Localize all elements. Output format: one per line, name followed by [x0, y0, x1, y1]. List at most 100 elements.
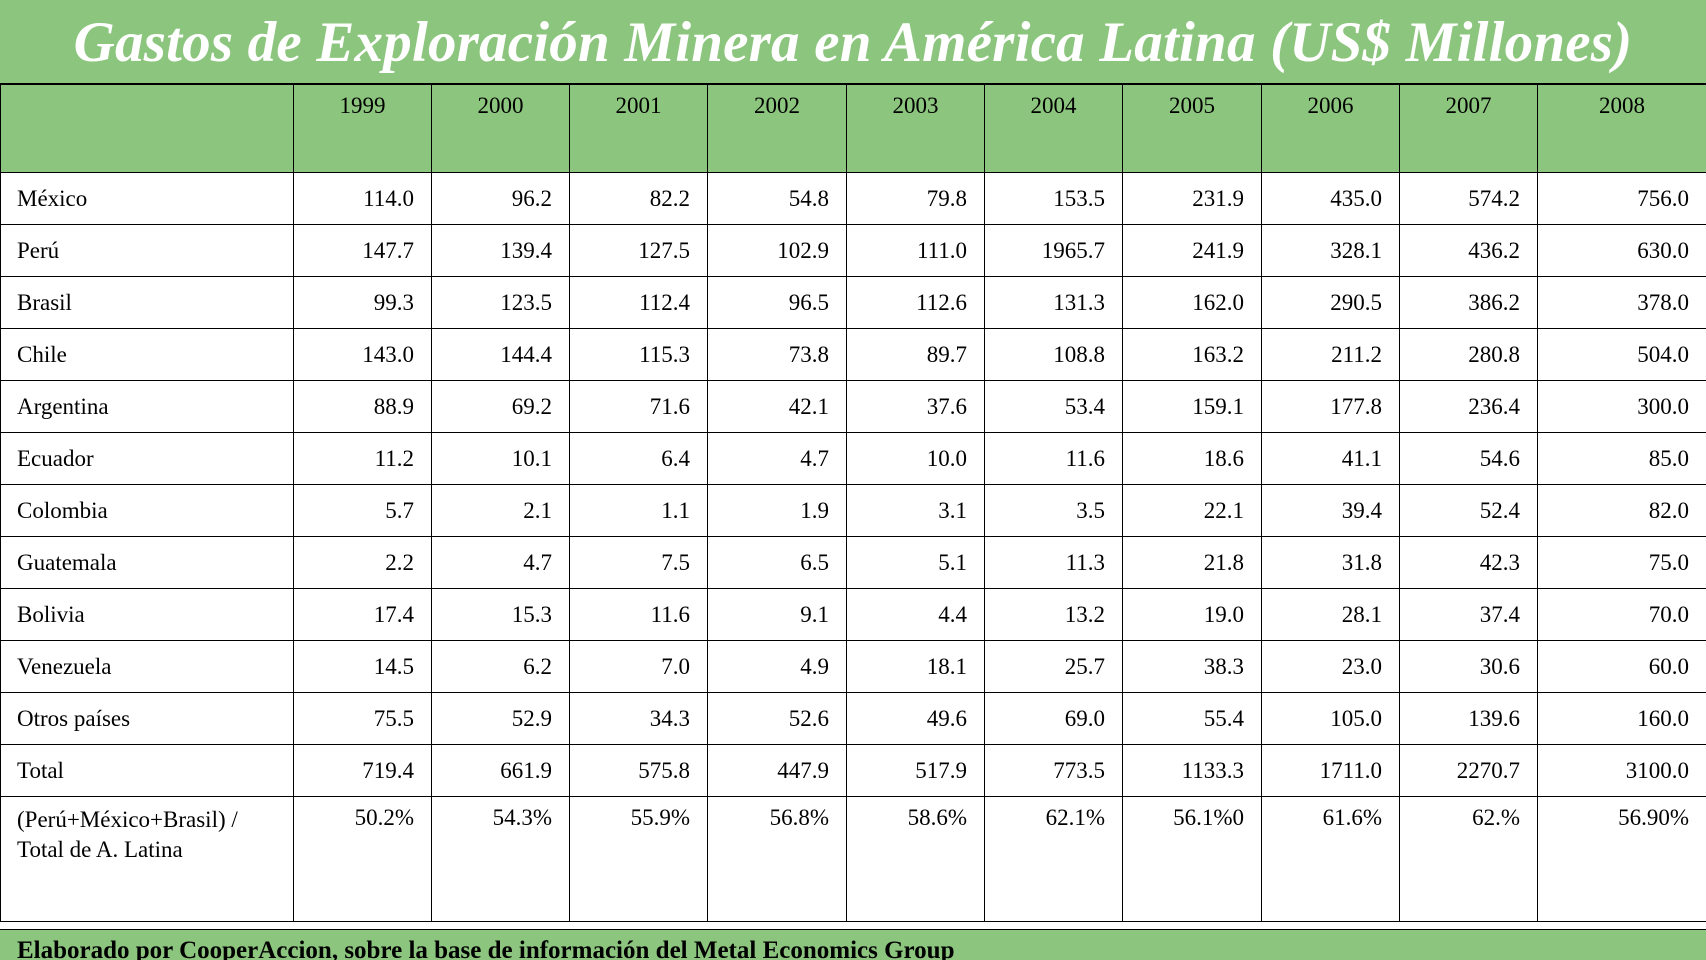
value-cell: 99.3 — [293, 276, 432, 329]
value-cell: 11.6 — [984, 432, 1123, 485]
value-cell: 11.3 — [984, 536, 1123, 589]
row-label-cell: Argentina — [0, 380, 294, 433]
value-cell: 2.1 — [431, 484, 570, 537]
value-cell: 69.2 — [431, 380, 570, 433]
ratio-value-cell: 56.1%0 — [1122, 796, 1262, 922]
value-cell: 131.3 — [984, 276, 1123, 329]
ratio-value-cell: 62.% — [1399, 796, 1538, 922]
value-cell: 6.4 — [569, 432, 708, 485]
ratio-value-cell: 50.2% — [293, 796, 432, 922]
table-row: México 114.0 96.2 82.2 54.8 79.8 153.5 231.9 435… — [0, 172, 1706, 225]
value-cell: 25.7 — [984, 640, 1123, 693]
value-cell: 211.2 — [1261, 328, 1400, 381]
value-cell: 139.4 — [431, 224, 570, 277]
year-header-cell: 2003 — [846, 84, 985, 173]
value-cell: 11.6 — [569, 588, 708, 641]
value-cell: 177.8 — [1261, 380, 1400, 433]
value-cell: 42.1 — [707, 380, 847, 433]
value-cell: 13.2 — [984, 588, 1123, 641]
title-bar: Gastos de Exploración Minera en América … — [0, 0, 1706, 84]
year-header-cell: 2001 — [569, 84, 708, 173]
row-label-cell: Venezuela — [0, 640, 294, 693]
value-cell: 21.8 — [1122, 536, 1262, 589]
value-cell: 1965.7 — [984, 224, 1123, 277]
value-cell: 96.2 — [431, 172, 570, 225]
ratio-value-cell: 61.6% — [1261, 796, 1400, 922]
value-cell: 88.9 — [293, 380, 432, 433]
value-cell: 10.1 — [431, 432, 570, 485]
value-cell: 38.3 — [1122, 640, 1262, 693]
source-footer: Elaborado por CooperAccion, sobre la bas… — [0, 929, 1706, 960]
value-cell: 517.9 — [846, 744, 985, 797]
value-cell: 34.3 — [569, 692, 708, 745]
value-cell: 112.6 — [846, 276, 985, 329]
ratio-value-cell: 56.90% — [1537, 796, 1706, 922]
data-table: 1999 2000 2001 2002 2003 2004 2005 2006 2007 2008… — [0, 84, 1706, 922]
value-cell: 773.5 — [984, 744, 1123, 797]
year-header-cell: 2008 — [1537, 84, 1706, 173]
row-label-cell: Otros países — [0, 692, 294, 745]
table-row: Otros países 75.5 52.9 34.3 52.6 49.6 69.0 55.4… — [0, 692, 1706, 745]
value-cell: 162.0 — [1122, 276, 1262, 329]
header-corner-cell — [0, 84, 294, 173]
value-cell: 123.5 — [431, 276, 570, 329]
table-row: Perú 147.7 139.4 127.5 102.9 111.0 1965.7 241.9… — [0, 224, 1706, 277]
row-label-cell: Bolivia — [0, 588, 294, 641]
value-cell: 112.4 — [569, 276, 708, 329]
value-cell: 153.5 — [984, 172, 1123, 225]
value-cell: 85.0 — [1537, 432, 1706, 485]
table-row: Bolivia 17.4 15.3 11.6 9.1 4.4 13.2 19.0 28.1 37.… — [0, 588, 1706, 641]
table-row: Colombia 5.7 2.1 1.1 1.9 3.1 3.5 22.1 39.4 52.4 82… — [0, 484, 1706, 537]
ratio-label-cell: (Perú+México+Brasil) / Total de A. Latin… — [0, 796, 294, 922]
value-cell: 1133.3 — [1122, 744, 1262, 797]
value-cell: 300.0 — [1537, 380, 1706, 433]
value-cell: 5.7 — [293, 484, 432, 537]
value-cell: 630.0 — [1537, 224, 1706, 277]
value-cell: 52.9 — [431, 692, 570, 745]
value-cell: 386.2 — [1399, 276, 1538, 329]
value-cell: 719.4 — [293, 744, 432, 797]
table-row: Venezuela 14.5 6.2 7.0 4.9 18.1 25.7 38.3 23.0 30… — [0, 640, 1706, 693]
value-cell: 575.8 — [569, 744, 708, 797]
value-cell: 756.0 — [1537, 172, 1706, 225]
value-cell: 7.5 — [569, 536, 708, 589]
value-cell: 435.0 — [1261, 172, 1400, 225]
value-cell: 60.0 — [1537, 640, 1706, 693]
value-cell: 70.0 — [1537, 588, 1706, 641]
table-row: Argentina 88.9 69.2 71.6 42.1 37.6 53.4 159.1 17… — [0, 380, 1706, 433]
value-cell: 5.1 — [846, 536, 985, 589]
value-cell: 37.4 — [1399, 588, 1538, 641]
value-cell: 1.1 — [569, 484, 708, 537]
value-cell: 23.0 — [1261, 640, 1400, 693]
year-header-cell: 2006 — [1261, 84, 1400, 173]
value-cell: 1711.0 — [1261, 744, 1400, 797]
table-row: Ecuador 11.2 10.1 6.4 4.7 10.0 11.6 18.6 41.1 54.… — [0, 432, 1706, 485]
table-body: 1999 2000 2001 2002 2003 2004 2005 2006 2007 2008… — [0, 84, 1706, 922]
value-cell: 231.9 — [1122, 172, 1262, 225]
value-cell: 71.6 — [569, 380, 708, 433]
value-cell: 10.0 — [846, 432, 985, 485]
row-label-cell: Brasil — [0, 276, 294, 329]
value-cell: 53.4 — [984, 380, 1123, 433]
value-cell: 28.1 — [1261, 588, 1400, 641]
value-cell: 3.5 — [984, 484, 1123, 537]
value-cell: 9.1 — [707, 588, 847, 641]
value-cell: 22.1 — [1122, 484, 1262, 537]
row-label-cell: Ecuador — [0, 432, 294, 485]
value-cell: 147.7 — [293, 224, 432, 277]
row-label-cell: México — [0, 172, 294, 225]
value-cell: 139.6 — [1399, 692, 1538, 745]
value-cell: 79.8 — [846, 172, 985, 225]
value-cell: 4.7 — [431, 536, 570, 589]
table-row: Total 719.4 661.9 575.8 447.9 517.9 773.5 1133.… — [0, 744, 1706, 797]
value-cell: 160.0 — [1537, 692, 1706, 745]
value-cell: 75.5 — [293, 692, 432, 745]
row-label-cell: Total — [0, 744, 294, 797]
year-header-cell: 1999 — [293, 84, 432, 173]
value-cell: 7.0 — [569, 640, 708, 693]
value-cell: 52.4 — [1399, 484, 1538, 537]
value-cell: 1.9 — [707, 484, 847, 537]
value-cell: 2.2 — [293, 536, 432, 589]
value-cell: 4.9 — [707, 640, 847, 693]
